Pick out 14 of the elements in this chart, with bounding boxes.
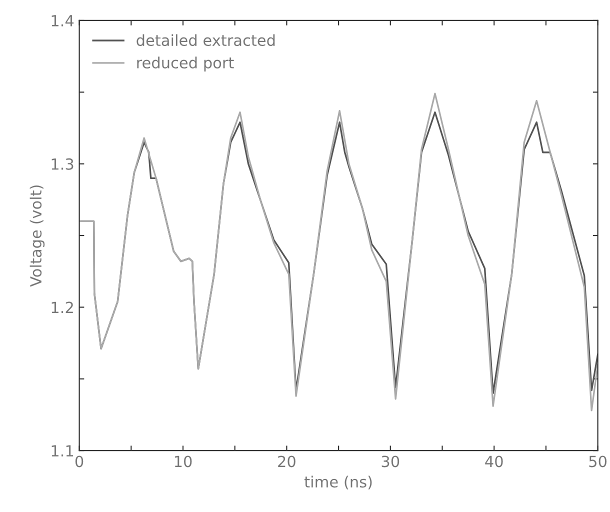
y-tick-label: 1.4 <box>52 15 74 26</box>
x-tick-label: 50 <box>589 456 607 468</box>
x-axis-title: time (ns) <box>304 476 372 490</box>
x-tick-label: 10 <box>174 456 192 468</box>
x-tick-label: 40 <box>485 456 503 468</box>
y-tick-label: 1.1 <box>52 445 74 456</box>
legend-label: reduced port <box>137 56 234 72</box>
legend-label: detailed extracted <box>136 34 275 46</box>
y-tick-label: 1.2 <box>52 302 73 314</box>
x-tick-label: 20 <box>278 456 296 468</box>
x-tick-label: 0 <box>75 456 84 468</box>
y-axis-title: Voltage (volt) <box>30 185 45 287</box>
x-tick-label: 30 <box>382 456 400 468</box>
y-tick-label: 1.3 <box>52 158 74 170</box>
